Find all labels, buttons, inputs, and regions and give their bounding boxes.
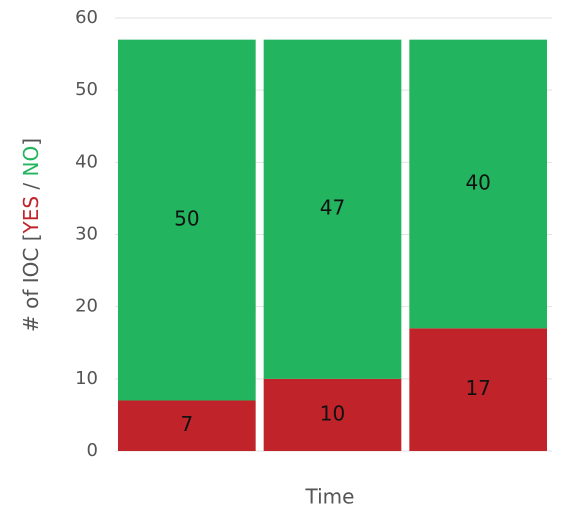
bar-segment — [409, 39, 547, 329]
y-title-part: / — [19, 176, 43, 195]
y-tick-label: 60 — [75, 7, 98, 28]
y-tick-label: 20 — [75, 296, 98, 317]
y-tick-label: 10 — [75, 368, 98, 389]
y-tick-label: 40 — [75, 151, 98, 172]
bar-segment — [263, 378, 402, 451]
y-tick-label: 50 — [75, 79, 98, 100]
y-tick-label: 0 — [87, 440, 98, 461]
legend-yes: YES — [19, 196, 43, 235]
data-label: 10 — [320, 401, 345, 425]
bar-segment — [409, 328, 547, 451]
x-axis-title: Time — [305, 485, 355, 509]
data-label: 17 — [465, 376, 490, 400]
y-axis-title: # of IOC [YES / NO] — [19, 138, 43, 332]
data-label: 7 — [180, 412, 193, 436]
bar-segment — [263, 39, 402, 379]
data-label: 40 — [465, 170, 490, 194]
bar-segment — [118, 39, 256, 401]
y-title-part: # of IOC [ — [19, 234, 43, 333]
bar-segment — [118, 400, 256, 451]
y-title-part: ] — [19, 138, 43, 146]
data-label: 50 — [174, 207, 199, 231]
y-tick-label: 30 — [75, 224, 98, 245]
data-label: 47 — [320, 196, 345, 220]
legend-no: NO — [19, 146, 43, 177]
